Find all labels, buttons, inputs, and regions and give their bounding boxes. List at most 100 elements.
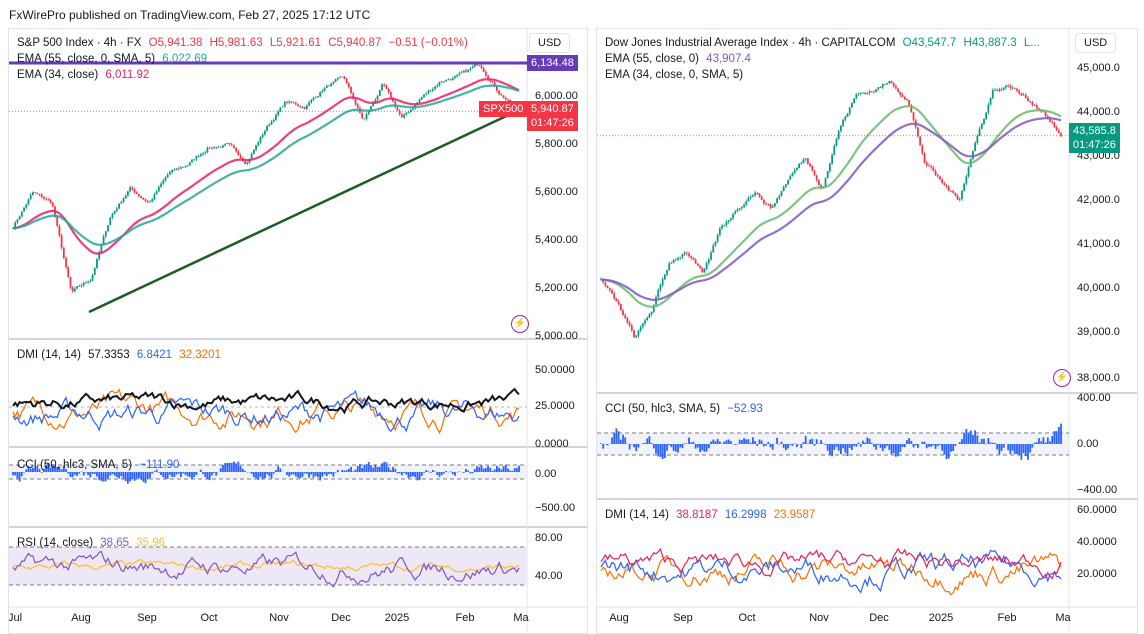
candle-body: [476, 64, 478, 66]
cci-bar: [104, 472, 107, 482]
candle-body: [941, 179, 944, 184]
cci-bar-right: [848, 444, 851, 448]
cci-bar-right: [806, 443, 809, 444]
cci-bar-right: [745, 439, 748, 444]
cci-axis-tick: −500.00: [535, 502, 575, 514]
cci-bar: [233, 461, 235, 472]
candle-body: [710, 252, 712, 260]
cci-bar-right: [844, 444, 847, 453]
cci-bar: [261, 472, 264, 480]
dji-dmi-minus: 23.9587: [773, 509, 816, 521]
spx-chart-panel[interactable]: 6,000.00 5,800.00 5,600.00 5,400.00 5,200.00…: [8, 28, 588, 634]
cci-bar-right: [822, 443, 825, 444]
cci-bar: [49, 467, 52, 472]
candle-body: [1027, 97, 1029, 102]
candle-body: [140, 196, 143, 198]
candle-body: [500, 94, 503, 96]
cci-bar: [87, 472, 90, 476]
cci-bar: [16, 472, 19, 479]
candle-body: [870, 91, 873, 93]
currency-selector[interactable]: USD: [529, 33, 571, 53]
candle-body: [266, 126, 269, 131]
cci-bar-right: [740, 440, 743, 444]
candle-body: [912, 112, 915, 121]
cci-bar: [336, 469, 339, 472]
cci-bar: [500, 469, 503, 472]
dji-chart-canvas[interactable]: 45,000.0 44,000.0 43,000.0 42,000.0 41,000.0…: [597, 29, 1137, 633]
candle-body: [305, 105, 308, 109]
candle-body: [681, 253, 684, 258]
candle-body: [672, 260, 675, 263]
cci-bar: [160, 472, 162, 475]
candle-body: [734, 211, 737, 214]
candle-body: [78, 286, 81, 287]
lightning-icon-right[interactable]: ⚡: [1053, 369, 1071, 387]
candle-body: [1055, 127, 1058, 131]
candle-body: [639, 327, 642, 331]
spx-chart-canvas[interactable]: 6,000.00 5,800.00 5,600.00 5,400.00 5,200.00…: [9, 29, 587, 633]
currency-selector-right[interactable]: USD: [1075, 33, 1117, 53]
dji-chart-panel[interactable]: 45,000.0 44,000.0 43,000.0 42,000.0 41,000.0…: [596, 28, 1138, 634]
candle-body: [661, 279, 664, 286]
candle-body: [806, 158, 809, 164]
cci-bar: [135, 472, 138, 479]
candle-body: [846, 113, 849, 117]
candle-body: [65, 258, 67, 267]
candle-body: [436, 85, 439, 87]
cci-bar: [78, 472, 81, 474]
cci-bar: [215, 472, 218, 476]
time-axis-tick: Nov: [809, 612, 829, 624]
cci-bar-right: [1002, 444, 1005, 448]
cci-bar-right: [998, 444, 1001, 455]
cci-bar-right: [765, 444, 767, 446]
cci-bar-right: [1035, 442, 1038, 444]
cci-bar: [195, 472, 198, 475]
candle-body: [38, 194, 41, 195]
cci-bar: [374, 464, 377, 472]
cci-bar-right: [912, 444, 915, 448]
cci-bar-right: [646, 438, 649, 444]
candle-body: [828, 163, 831, 172]
ema-line-a: [12, 78, 520, 255]
cci-bar: [199, 469, 202, 472]
cci-bar-right: [837, 444, 840, 451]
candle-body: [111, 214, 114, 218]
cci-bar: [122, 472, 125, 479]
candle-body: [144, 199, 147, 202]
cci-bar: [378, 466, 381, 472]
candle-body: [252, 149, 255, 154]
candle-body: [279, 107, 282, 112]
cci-bar-right: [910, 440, 913, 444]
cci-bar-right: [725, 440, 728, 444]
cci-bar: [471, 472, 474, 474]
cci-bar-right: [859, 444, 862, 447]
cci-bar-right: [795, 444, 798, 448]
cci-bar: [272, 472, 275, 474]
cci-bar-right: [1040, 441, 1043, 444]
candle-body: [996, 89, 999, 92]
candle-body: [804, 158, 807, 160]
candle-body: [811, 166, 814, 171]
candle-body: [815, 175, 818, 181]
cci-bar: [394, 468, 397, 472]
cci-bar-right: [1033, 442, 1036, 444]
candle-body: [1051, 121, 1054, 123]
candle-body: [213, 147, 215, 149]
candle-body: [875, 89, 878, 92]
candle-body: [853, 98, 856, 104]
ema-line-b: [12, 84, 520, 246]
candle-body: [71, 287, 74, 292]
candle-body: [82, 282, 85, 286]
candle-body: [952, 190, 955, 193]
candle-body: [334, 79, 337, 82]
cci-bar-right: [769, 444, 772, 448]
candle-body: [868, 91, 871, 93]
candle-body: [1011, 87, 1014, 89]
lightning-icon[interactable]: ⚡: [511, 315, 529, 333]
candle-body: [96, 259, 98, 269]
cci-bar-right: [615, 428, 618, 444]
cci-bar: [279, 468, 282, 472]
cci-bar-right: [826, 444, 829, 451]
cci-bar-right: [723, 441, 726, 444]
dji-dmi-adx: 38.8187: [676, 509, 718, 521]
